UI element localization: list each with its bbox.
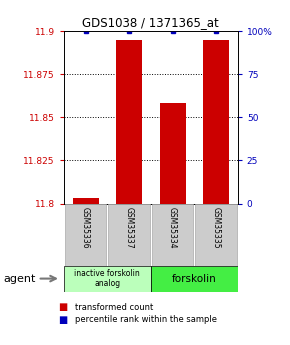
Text: GSM35334: GSM35334 [168,207,177,248]
Bar [64,266,151,292]
Bar [152,204,193,266]
Text: transformed count: transformed count [75,303,154,312]
Bar [108,204,150,266]
Text: GSM35335: GSM35335 [211,207,221,248]
Text: GDS1038 / 1371365_at: GDS1038 / 1371365_at [82,16,219,29]
Bar [203,40,229,204]
Text: GSM35337: GSM35337 [124,207,134,248]
Bar [195,204,237,266]
Text: ■: ■ [58,302,67,312]
Bar [151,266,238,292]
Text: percentile rank within the sample: percentile rank within the sample [75,315,218,324]
Bar [72,198,99,204]
Bar [65,204,106,266]
Text: agent: agent [3,274,35,284]
Text: forskolin: forskolin [172,274,217,284]
Text: GSM35336: GSM35336 [81,207,90,248]
Bar [116,40,142,204]
Text: ■: ■ [58,315,67,325]
Bar [160,104,186,204]
Text: inactive forskolin
analog: inactive forskolin analog [75,269,140,288]
